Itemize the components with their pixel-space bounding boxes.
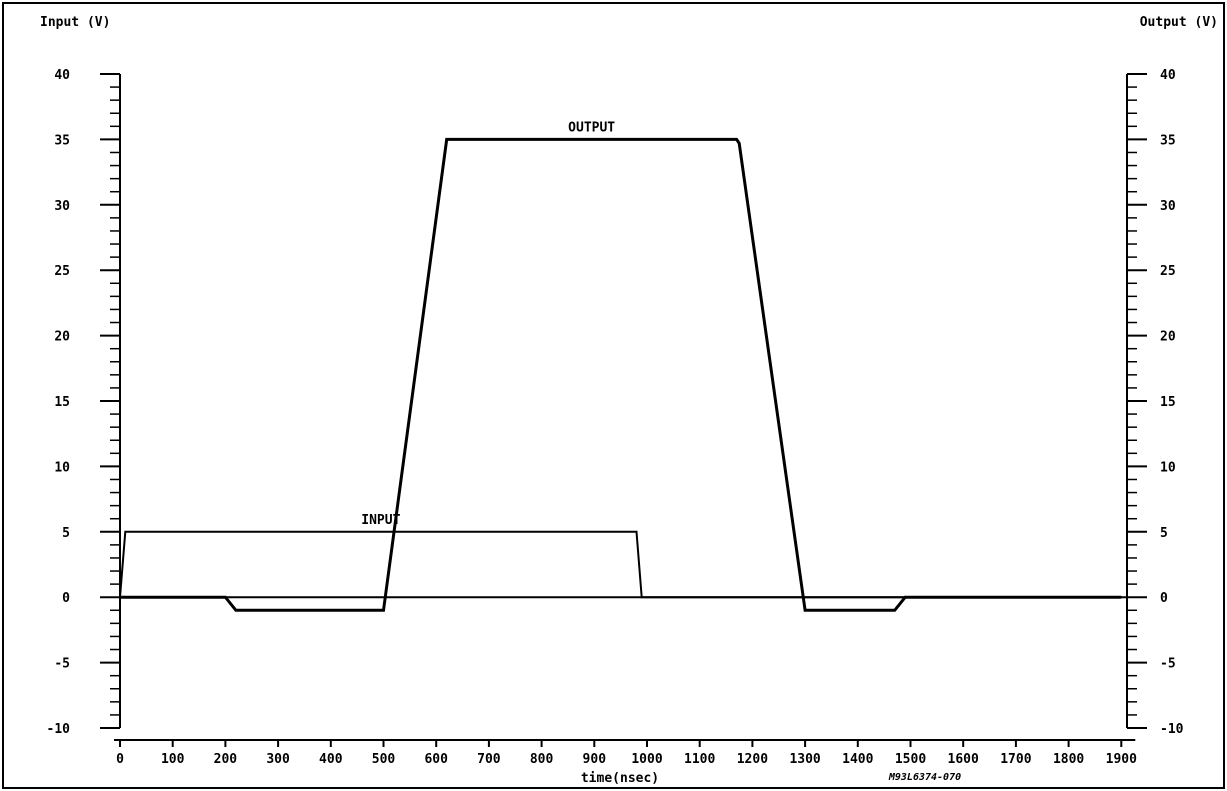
x-tick-label: 800 — [530, 752, 554, 767]
right-y-tick-label: -10 — [1160, 722, 1184, 737]
series-line-input — [119, 530, 1122, 599]
x-tick-label: 500 — [372, 752, 396, 767]
x-tick-label: 1700 — [1000, 752, 1031, 767]
left-axis-label: Input (V) — [40, 15, 110, 30]
series-layer: INPUT OUTPUT — [119, 120, 1122, 612]
x-tick-label: 1100 — [684, 752, 715, 767]
right-y-tick-label: -5 — [1160, 657, 1176, 672]
x-tick-label: 1000 — [631, 752, 662, 767]
left-y-tick-label: 35 — [54, 133, 70, 148]
right-y-tick-label: 15 — [1160, 395, 1176, 410]
x-tick-label: 1800 — [1053, 752, 1084, 767]
x-tick-label: 900 — [583, 752, 607, 767]
x-axis-label: time(nsec) — [581, 771, 659, 786]
x-tick-label: 400 — [319, 752, 343, 767]
x-tick-label: 100 — [161, 752, 185, 767]
right-y-tick-label: 10 — [1160, 460, 1176, 475]
series-label-output: OUTPUT — [568, 120, 615, 135]
left-y-tick-label: -10 — [47, 722, 71, 737]
right-y-tick-label: 20 — [1160, 330, 1176, 345]
left-y-tick-label: 0 — [62, 591, 70, 606]
left-y-tick-label: -5 — [54, 657, 70, 672]
x-tick-label: 0 — [116, 752, 124, 767]
left-y-tick-label: 15 — [54, 395, 70, 410]
x-tick-label: 700 — [477, 752, 501, 767]
right-y-tick-label: 35 — [1160, 133, 1176, 148]
x-tick-label: 1300 — [789, 752, 820, 767]
series-line-output — [120, 137, 1122, 612]
right-y-tick-label: 30 — [1160, 199, 1176, 214]
figure-code: M93L6374-070 — [888, 772, 961, 783]
series-label-input: INPUT — [361, 513, 400, 528]
x-tick-label: 600 — [424, 752, 448, 767]
right-y-tick-label: 0 — [1160, 591, 1168, 606]
left-y-tick-label: 5 — [62, 526, 70, 541]
x-tick-label: 1900 — [1106, 752, 1137, 767]
right-y-tick-label: 5 — [1160, 526, 1168, 541]
x-tick-label: 1600 — [948, 752, 979, 767]
left-y-tick-label: 20 — [54, 330, 70, 345]
x-tick-label: 1400 — [842, 752, 873, 767]
x-tick-label: 300 — [266, 752, 290, 767]
right-y-tick-label: 40 — [1160, 68, 1176, 83]
left-y-tick-label: 30 — [54, 199, 70, 214]
right-axis-label: Output (V) — [1140, 15, 1218, 30]
left-y-tick-label: 25 — [54, 264, 70, 279]
left-y-tick-label: 10 — [54, 460, 70, 475]
left-y-tick-label: 40 — [54, 68, 70, 83]
x-tick-label: 1500 — [895, 752, 926, 767]
right-y-tick-label: 25 — [1160, 264, 1176, 279]
x-tick-label: 200 — [214, 752, 238, 767]
ticks-layer: -10 -10 -5 -5 0 0 5 5 10 10 15 15 20 20 25 25 30 30 35 35 40… — [47, 68, 1184, 767]
x-tick-label: 1200 — [737, 752, 768, 767]
